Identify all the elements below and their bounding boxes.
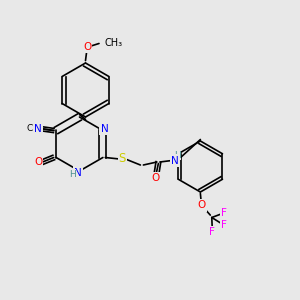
Text: O: O — [152, 173, 160, 183]
Text: H: H — [174, 151, 181, 160]
Text: F: F — [221, 220, 227, 230]
Text: S: S — [119, 152, 126, 166]
Text: N: N — [34, 124, 42, 134]
Text: F: F — [209, 227, 215, 237]
Text: C: C — [26, 124, 32, 134]
Text: CH₃: CH₃ — [104, 38, 122, 49]
Text: N: N — [100, 124, 108, 134]
Text: O: O — [83, 41, 91, 52]
Text: F: F — [221, 208, 227, 218]
Text: O: O — [34, 157, 42, 167]
Text: O: O — [197, 200, 206, 211]
Text: H: H — [69, 170, 75, 179]
Text: N: N — [74, 167, 82, 178]
Text: N: N — [171, 155, 179, 166]
